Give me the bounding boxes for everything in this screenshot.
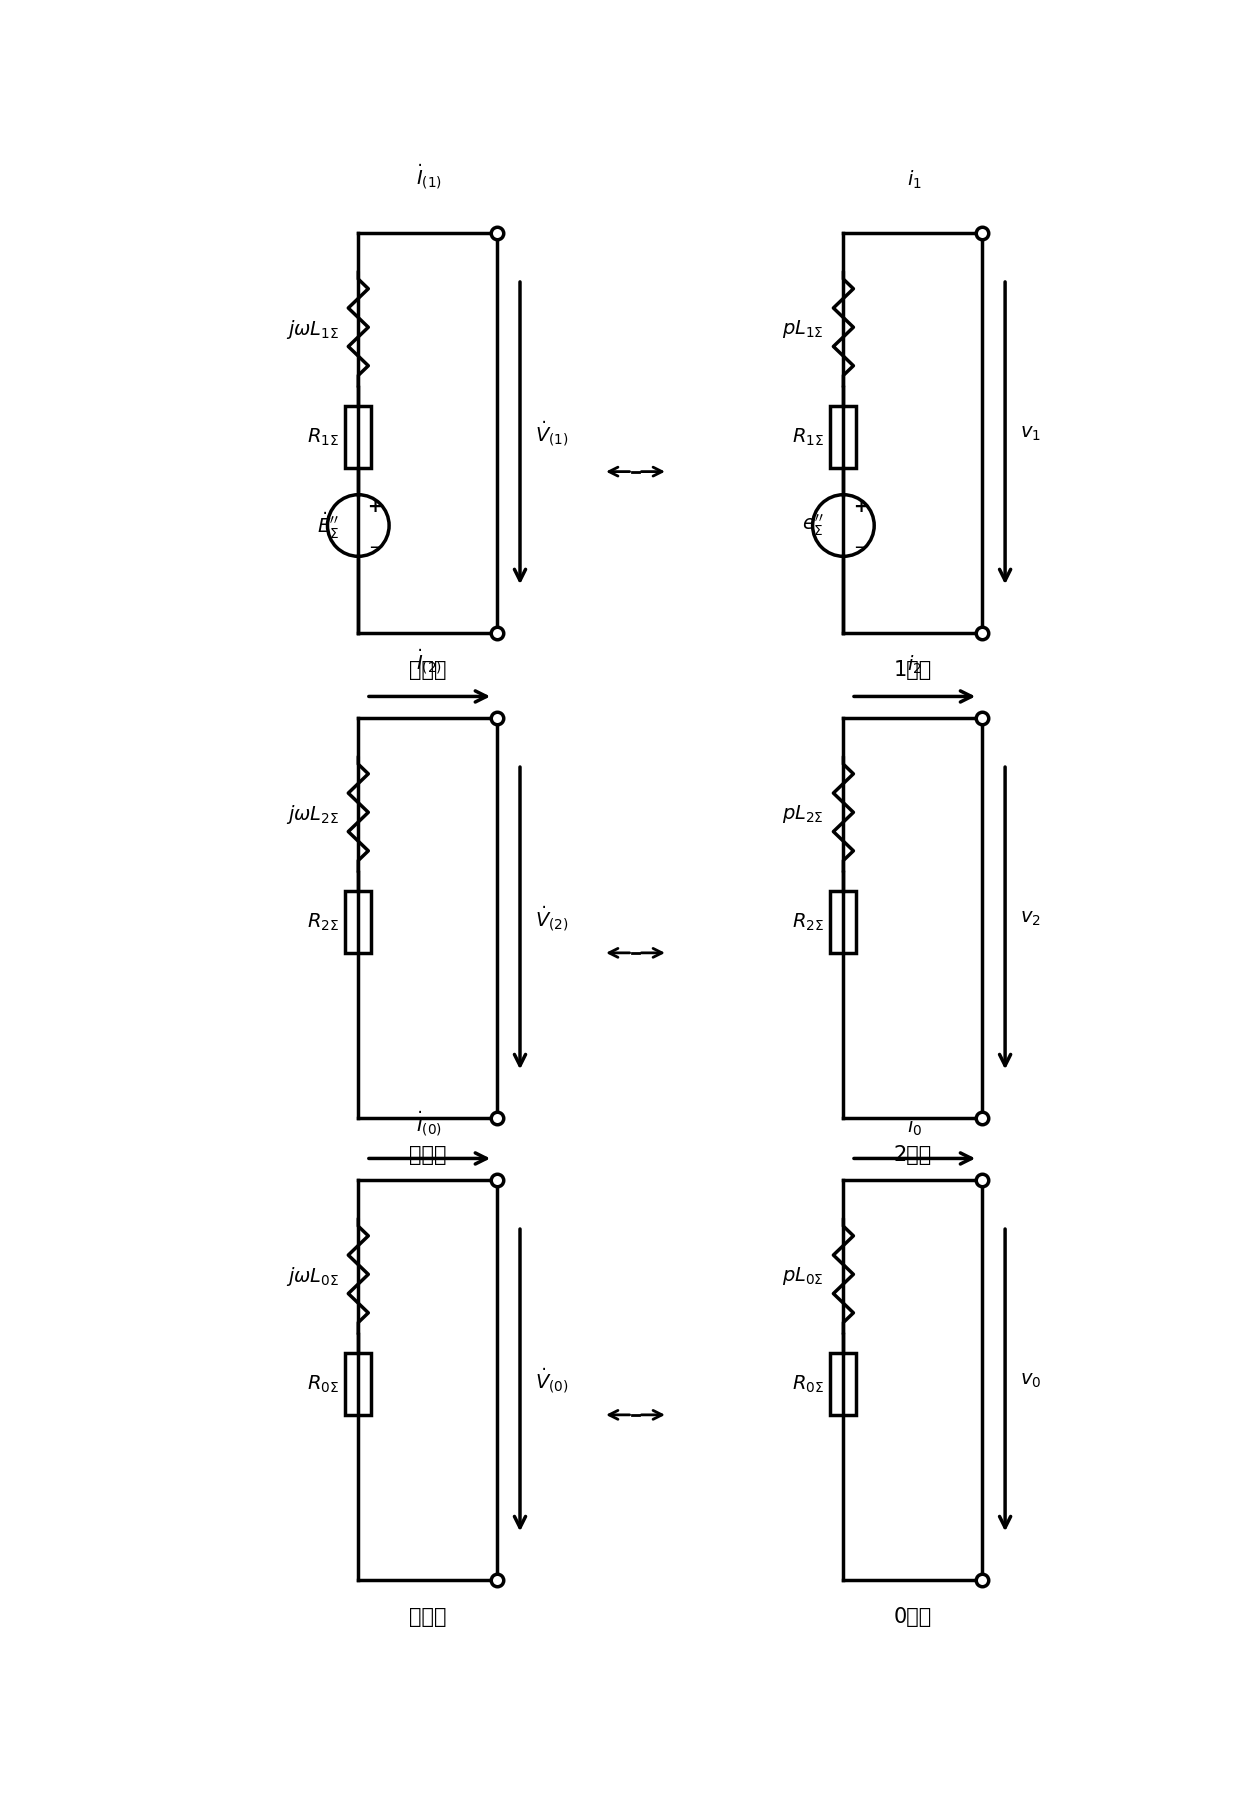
Text: $v_0$: $v_0$	[1021, 1372, 1042, 1390]
Text: $\dot{I}_{(2)}$: $\dot{I}_{(2)}$	[417, 648, 443, 675]
Text: 2序网: 2序网	[894, 1146, 931, 1166]
Text: $i_1$: $i_1$	[908, 169, 923, 191]
Text: $j\omega L_{2\Sigma}$: $j\omega L_{2\Sigma}$	[285, 802, 339, 826]
Text: $i_2$: $i_2$	[908, 653, 923, 675]
Text: 零序网: 零序网	[409, 1608, 446, 1628]
Text: $R_{1\Sigma}$: $R_{1\Sigma}$	[792, 426, 825, 447]
Text: $R_{0\Sigma}$: $R_{0\Sigma}$	[308, 1373, 339, 1395]
Text: $e_{\Sigma}^{\prime\prime}$: $e_{\Sigma}^{\prime\prime}$	[802, 513, 825, 538]
Text: $R_{2\Sigma}$: $R_{2\Sigma}$	[308, 911, 339, 933]
Text: 1序网: 1序网	[894, 660, 931, 680]
Text: $-$: $-$	[367, 537, 383, 555]
Text: $\dot{I}_{(1)}$: $\dot{I}_{(1)}$	[417, 162, 443, 191]
Text: $R_{0\Sigma}$: $R_{0\Sigma}$	[792, 1373, 825, 1395]
Text: $j\omega L_{0\Sigma}$: $j\omega L_{0\Sigma}$	[285, 1264, 339, 1288]
Text: $j\omega L_{1\Sigma}$: $j\omega L_{1\Sigma}$	[285, 318, 339, 340]
Text: 负序网: 负序网	[409, 1146, 446, 1166]
Text: $pL_{1\Sigma}$: $pL_{1\Sigma}$	[782, 318, 825, 340]
Text: $v_2$: $v_2$	[1021, 910, 1042, 928]
Text: 0序网: 0序网	[894, 1608, 931, 1628]
Text: $\dot{E}_{\Sigma}^{\prime\prime}$: $\dot{E}_{\Sigma}^{\prime\prime}$	[316, 511, 339, 540]
Text: $R_{1\Sigma}$: $R_{1\Sigma}$	[308, 426, 339, 447]
Text: $v_1$: $v_1$	[1021, 424, 1042, 442]
Text: $-$: $-$	[853, 537, 868, 555]
Text: +: +	[367, 498, 382, 517]
Text: 正序网: 正序网	[409, 660, 446, 680]
Text: $\dot{I}_{(0)}$: $\dot{I}_{(0)}$	[417, 1110, 443, 1137]
Text: $i_0$: $i_0$	[906, 1115, 923, 1137]
Text: $pL_{0\Sigma}$: $pL_{0\Sigma}$	[782, 1266, 825, 1288]
Text: $\dot{V}_{(0)}$: $\dot{V}_{(0)}$	[536, 1366, 569, 1395]
Text: $R_{2\Sigma}$: $R_{2\Sigma}$	[792, 911, 825, 933]
Text: $\dot{V}_{(2)}$: $\dot{V}_{(2)}$	[536, 904, 569, 933]
Text: +: +	[853, 498, 868, 517]
Text: $\dot{V}_{(1)}$: $\dot{V}_{(1)}$	[536, 418, 569, 447]
Text: $pL_{2\Sigma}$: $pL_{2\Sigma}$	[782, 804, 825, 826]
